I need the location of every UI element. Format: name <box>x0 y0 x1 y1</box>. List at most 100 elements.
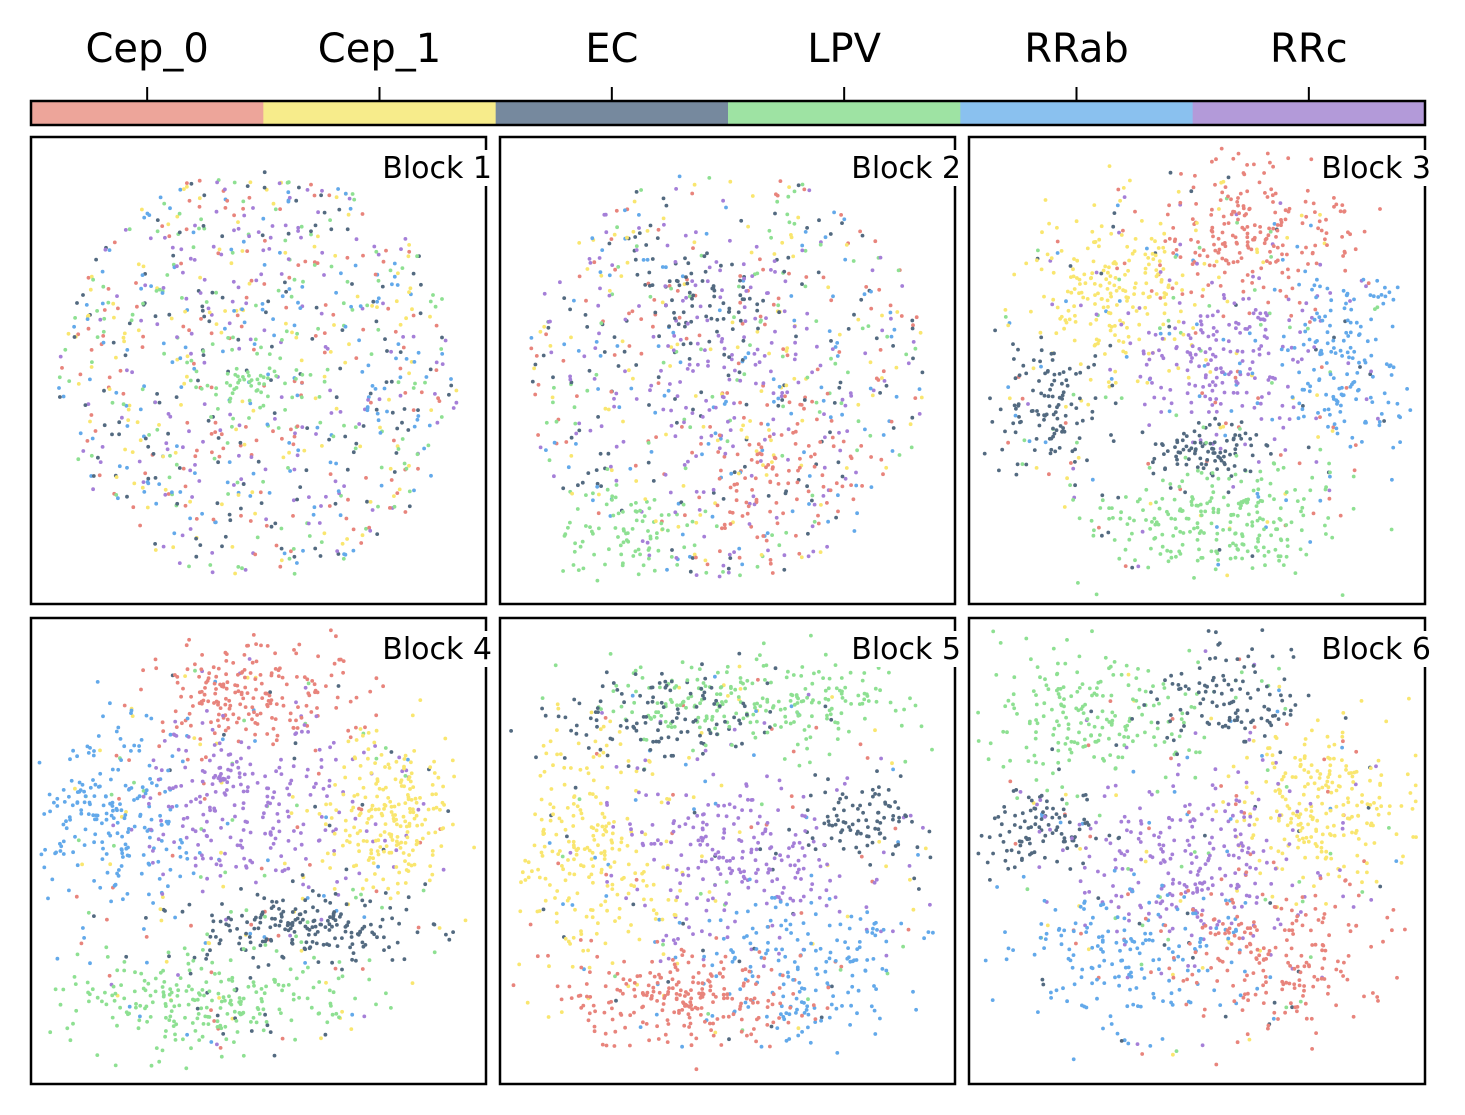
point-rrab <box>272 333 276 338</box>
point-lpv <box>613 974 617 979</box>
point-rrc <box>263 831 267 836</box>
point-rrab <box>382 386 387 391</box>
point-ec <box>1225 438 1229 443</box>
point-cep_0 <box>759 421 764 426</box>
point-rrc <box>1210 388 1215 393</box>
point-cep_1 <box>198 275 203 280</box>
point-cep_0 <box>269 671 274 676</box>
point-cep_1 <box>409 798 414 802</box>
point-lpv <box>232 988 237 992</box>
point-rrc <box>1244 390 1249 395</box>
point-ec <box>599 484 603 488</box>
point-cep_1 <box>407 853 411 857</box>
point-cep_0 <box>787 271 791 276</box>
point-ec <box>633 235 638 239</box>
point-rrc <box>675 394 680 398</box>
point-rrc <box>609 464 613 469</box>
point-rrc <box>1253 376 1257 380</box>
point-rrab <box>740 562 745 567</box>
point-cep_1 <box>166 222 171 227</box>
point-cep_1 <box>287 450 291 455</box>
point-lpv <box>147 433 152 437</box>
point-rrc <box>223 777 227 781</box>
point-lpv <box>283 408 287 412</box>
point-rrab <box>1340 354 1344 358</box>
point-rrc <box>328 745 332 750</box>
point-lpv <box>1295 499 1300 503</box>
point-cep_0 <box>1271 244 1276 249</box>
point-cep_1 <box>408 806 412 811</box>
point-lpv <box>1127 516 1132 521</box>
point-rrc <box>1207 410 1211 414</box>
point-lpv <box>1199 509 1203 514</box>
point-rrc <box>342 484 346 488</box>
point-rrc <box>184 803 189 808</box>
point-ec <box>710 286 715 291</box>
point-cep_1 <box>1073 313 1077 318</box>
point-rrc <box>751 494 756 499</box>
point-cep_0 <box>1178 255 1183 259</box>
point-cep_0 <box>1319 228 1324 233</box>
point-cep_1 <box>1007 396 1012 401</box>
point-cep_1 <box>410 981 415 985</box>
point-cep_1 <box>383 822 388 826</box>
point-rrc <box>593 346 598 350</box>
point-ec <box>350 282 354 286</box>
point-rrc <box>254 880 258 885</box>
point-rrab <box>67 794 71 799</box>
point-cep_1 <box>676 524 681 529</box>
point-rrab <box>608 514 613 518</box>
point-cep_1 <box>340 541 345 546</box>
point-cep_1 <box>343 775 348 780</box>
point-rrc <box>334 757 338 762</box>
point-cep_1 <box>368 855 372 860</box>
point-ec <box>1100 493 1105 498</box>
point-ec <box>273 917 277 921</box>
point-lpv <box>1191 497 1195 501</box>
point-cep_0 <box>243 685 248 690</box>
point-cep_1 <box>355 831 360 836</box>
point-rrc <box>296 229 300 233</box>
point-lpv <box>626 539 631 544</box>
point-lpv <box>261 1028 266 1033</box>
point-ec <box>1031 388 1035 393</box>
point-ec <box>1078 396 1082 401</box>
point-rrab <box>232 309 237 313</box>
point-ec <box>127 321 132 326</box>
point-rrc <box>694 230 698 235</box>
point-cep_1 <box>322 531 327 536</box>
point-cep_1 <box>427 878 432 883</box>
point-ec <box>268 925 273 930</box>
point-cep_0 <box>102 308 107 312</box>
point-lpv <box>413 381 417 386</box>
point-cep_1 <box>1162 311 1167 316</box>
point-cep_1 <box>197 196 202 201</box>
point-rrc <box>202 770 207 774</box>
point-lpv <box>792 221 797 226</box>
point-cep_0 <box>121 391 126 396</box>
point-ec <box>1264 443 1269 447</box>
point-rrc <box>582 354 587 359</box>
point-lpv <box>221 995 226 1000</box>
point-lpv <box>231 335 235 340</box>
point-rrab <box>57 386 61 390</box>
point-cep_0 <box>1235 200 1240 204</box>
point-rrc <box>752 352 757 356</box>
point-rrc <box>1218 402 1223 406</box>
point-cep_0 <box>214 674 219 679</box>
point-rrc <box>286 839 291 843</box>
point-ec <box>327 922 332 927</box>
point-cep_1 <box>377 786 382 791</box>
point-rrc <box>299 831 303 835</box>
point-rrc <box>574 431 579 436</box>
point-cep_0 <box>775 193 780 198</box>
point-cep_0 <box>411 408 416 412</box>
point-cep_1 <box>353 756 358 761</box>
point-rrc <box>193 863 198 868</box>
point-cep_0 <box>434 323 439 328</box>
point-cep_1 <box>289 811 294 815</box>
point-rrab <box>129 708 134 713</box>
point-ec <box>583 313 588 317</box>
point-ec <box>331 913 336 918</box>
point-rrab <box>1333 351 1338 355</box>
